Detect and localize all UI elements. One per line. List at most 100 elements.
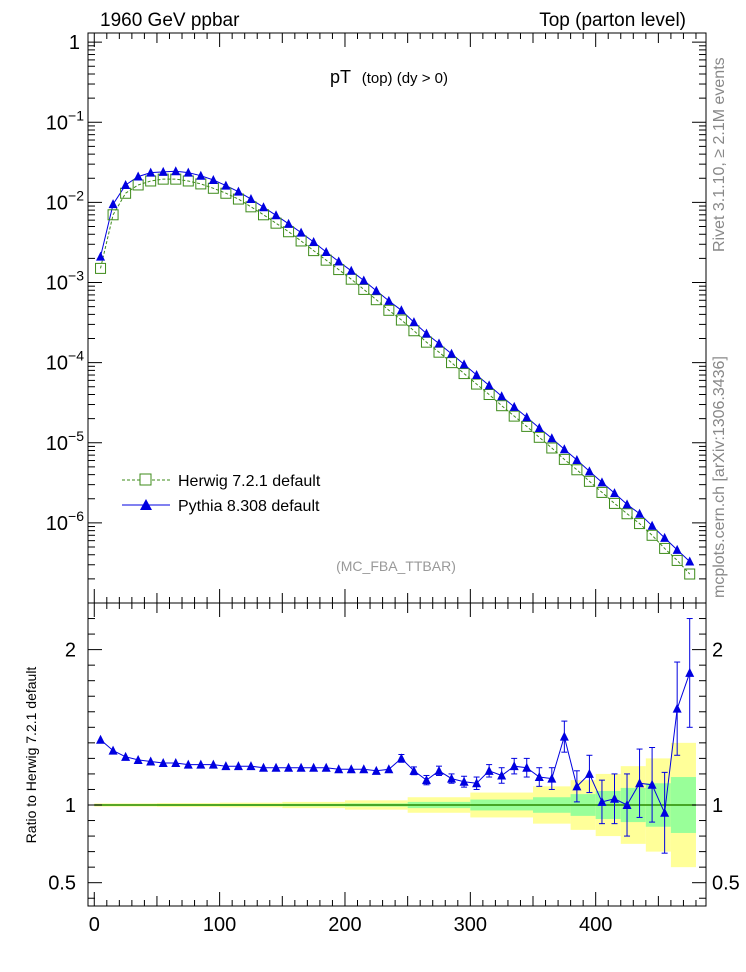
- herwig-point: [182, 175, 194, 187]
- ratio-pythia-point: [258, 762, 268, 772]
- pythia-point: [371, 285, 381, 295]
- herwig-point: [358, 283, 370, 295]
- ratio-pythia-point: [584, 768, 594, 778]
- x-tick-label: 400: [579, 914, 612, 936]
- herwig-point: [308, 245, 320, 257]
- pythia-point: [609, 488, 619, 498]
- ratio-pythia-point: [334, 764, 344, 774]
- pythia-point: [321, 247, 331, 257]
- herwig-point: [646, 529, 658, 541]
- ratio-y-tick-label-left: 1: [65, 795, 76, 817]
- ratio-y-tick-labels: 0.5 0.5 1 1 2 2: [48, 640, 740, 895]
- ratio-pythia-point: [321, 762, 331, 772]
- herwig-line: [100, 178, 691, 575]
- herwig-point: [596, 486, 608, 498]
- pythia-point: [158, 166, 168, 176]
- main-y-tick-label: 10−4: [46, 348, 84, 375]
- ratio-pythia-point: [133, 754, 143, 764]
- tick-base: 10: [46, 192, 68, 214]
- ratio-pythia-point: [509, 761, 519, 771]
- ratio-pythia-point: [559, 731, 569, 741]
- herwig-point: [283, 226, 295, 238]
- ratio-pythia-point: [647, 779, 657, 789]
- pythia-point: [509, 401, 519, 411]
- ratio-pythia-point: [484, 765, 494, 775]
- tick-base: 10: [46, 273, 68, 295]
- herwig-point: [120, 187, 132, 199]
- herwig-point: [533, 431, 545, 443]
- herwig-point: [345, 273, 357, 285]
- ratio-pythia-point: [121, 751, 131, 761]
- ratio-pythia-point: [246, 761, 256, 771]
- rivet-version-label: Rivet 3.1.10, ≥ 2.1M events: [711, 57, 728, 252]
- pythia-point: [133, 171, 143, 181]
- pythia-point: [96, 251, 106, 261]
- herwig-point: [496, 400, 508, 412]
- pythia-point: [296, 227, 306, 237]
- herwig-point: [433, 346, 445, 358]
- header-energy-label: 1960 GeV ppbar: [100, 10, 240, 31]
- ratio-pythia-point: [108, 745, 118, 755]
- ratio-pythia-point: [597, 796, 607, 806]
- ratio-pythia-point: [183, 759, 193, 769]
- ratio-pythia-point: [409, 765, 419, 775]
- herwig-point: [333, 264, 345, 276]
- chart-title: pT (top) (dy > 0): [330, 67, 448, 87]
- ratio-y-tick-label-left: 0.5: [48, 873, 76, 895]
- main-y-tick-label: 10−1: [46, 107, 84, 134]
- main-y-tick-label: 1: [69, 32, 80, 54]
- ratio-frame: [87, 602, 707, 907]
- analysis-label: (MC_FBA_TTBAR): [336, 558, 456, 574]
- herwig-point: [207, 182, 219, 194]
- pythia-point: [572, 454, 582, 464]
- herwig-point: [671, 554, 683, 566]
- herwig-point: [107, 209, 119, 221]
- ratio-pythia-point: [547, 773, 557, 783]
- herwig-point: [446, 357, 458, 369]
- ratio-pythia-point: [271, 762, 281, 772]
- tick-base: 10: [46, 513, 68, 535]
- pythia-point: [246, 194, 256, 204]
- herwig-point: [295, 235, 307, 247]
- herwig-point: [471, 378, 483, 390]
- pythia-point: [447, 348, 457, 358]
- herwig-point: [420, 336, 432, 348]
- chart-title-main: pT: [330, 67, 351, 87]
- legend-pythia-marker: [140, 499, 152, 510]
- ratio-pythia-point: [196, 759, 206, 769]
- pythia-point: [647, 520, 657, 530]
- tick-base: 10: [46, 112, 68, 134]
- main-y-tick-label: 10−2: [46, 187, 84, 214]
- herwig-point: [95, 262, 107, 274]
- herwig-point: [521, 420, 533, 432]
- ratio-pythia-point: [296, 762, 306, 772]
- main-axis-ticks: [88, 33, 706, 604]
- pythia-point: [484, 380, 494, 390]
- ratio-pythia-point: [284, 762, 294, 772]
- ratio-axis-ticks: [88, 603, 706, 906]
- pythia-point: [597, 477, 607, 487]
- pythia-point: [622, 499, 632, 509]
- ratio-pythia-point: [534, 772, 544, 782]
- ratio-pythia-point: [472, 778, 482, 788]
- ratio-pythia-point: [685, 667, 695, 677]
- herwig-point: [684, 568, 696, 580]
- main-y-tick-labels: 110−110−210−310−410−510−6: [46, 32, 84, 535]
- ratio-pythia-point: [146, 756, 156, 766]
- mcplots-label: mcplots.cern.ch [arXiv:1306.3436]: [711, 356, 728, 598]
- ratio-y-tick-label-right: 2: [712, 640, 723, 662]
- ratio-pythia-point: [609, 793, 619, 803]
- pythia-point: [472, 370, 482, 380]
- herwig-point: [383, 304, 395, 316]
- ratio-y-tick-label-right: 0.5: [712, 873, 740, 895]
- ratio-pythia-point: [522, 762, 532, 772]
- pythia-point: [208, 175, 218, 185]
- tick-exponent: −5: [68, 428, 84, 444]
- ratio-y-tick-label-left: 2: [65, 640, 76, 662]
- x-tick-labels: 0 100 200 300 400: [89, 914, 613, 936]
- herwig-point: [608, 497, 620, 509]
- herwig-point: [395, 314, 407, 326]
- pythia-point: [334, 256, 344, 266]
- herwig-point: [634, 518, 646, 530]
- ratio-pythia-point: [447, 773, 457, 783]
